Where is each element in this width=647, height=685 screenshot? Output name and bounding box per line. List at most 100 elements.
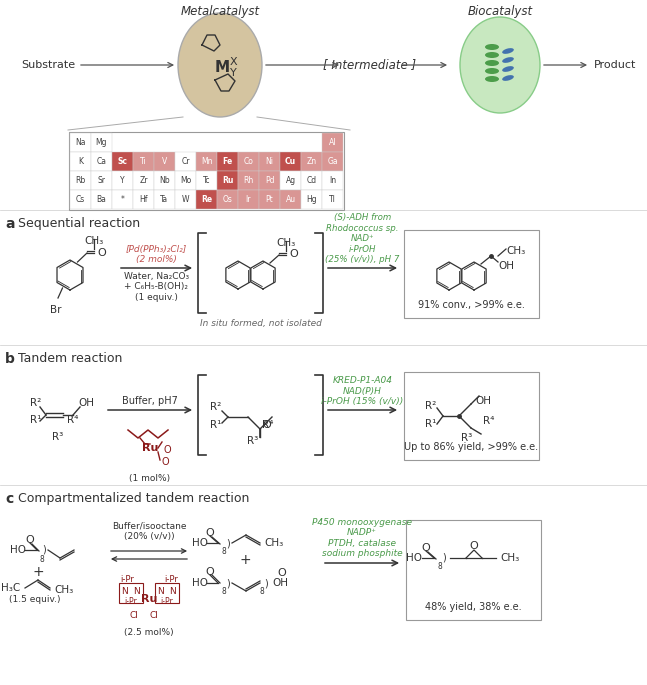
Text: CH₃: CH₃ [54,585,73,595]
Bar [404,372,539,460]
Ellipse shape [485,68,499,74]
Bar [259,171,280,190]
Ellipse shape [485,60,499,66]
Text: R³: R³ [247,436,259,446]
Text: N: N [170,586,177,595]
Text: b: b [5,352,15,366]
Bar [70,190,91,209]
Bar [280,152,301,171]
Text: O: O [470,541,478,551]
Bar [70,152,91,171]
Bar [196,171,217,190]
Bar [196,152,217,171]
Text: 91% conv., >99% e.e.: 91% conv., >99% e.e. [418,300,525,310]
Text: Compartmentalized tandem reaction: Compartmentalized tandem reaction [18,492,249,505]
Text: 8: 8 [260,587,265,596]
Bar [238,190,259,209]
Text: CH₃: CH₃ [276,238,296,248]
Text: ): ) [264,578,268,588]
Text: ): ) [442,553,446,563]
Text: V: V [162,157,167,166]
Text: R²: R² [425,401,437,411]
Text: O: O [206,567,214,577]
Ellipse shape [502,75,514,81]
Ellipse shape [178,13,262,117]
Text: Buffer/isooctane
(20% (v/v)): Buffer/isooctane (20% (v/v)) [112,521,186,541]
Text: Sr: Sr [98,176,105,185]
Bar [91,133,112,152]
Bar [91,152,112,171]
Text: Al: Al [329,138,336,147]
Text: i-Pr: i-Pr [160,597,173,606]
Bar [217,190,238,209]
Bar [175,152,196,171]
Text: O: O [164,445,171,455]
Bar [112,152,133,171]
Text: Fe: Fe [223,157,233,166]
Text: i-Pr: i-Pr [120,575,134,584]
Bar [196,190,217,209]
Text: (S)-ADH from
Rhodococcus sp.
NAD⁺
i-PrOH
(25% (v/v)), pH 7: (S)-ADH from Rhodococcus sp. NAD⁺ i-PrOH… [325,214,400,264]
Text: O: O [278,568,287,578]
Bar [259,190,280,209]
Bar [119,583,143,603]
Text: O: O [26,535,34,545]
Text: Ag: Ag [285,176,296,185]
Text: Up to 86% yield, >99% e.e.: Up to 86% yield, >99% e.e. [404,442,538,452]
Text: K: K [78,157,83,166]
Text: R³: R³ [52,432,63,442]
Text: Zr: Zr [139,176,148,185]
Text: R²: R² [30,398,41,408]
Text: Sc: Sc [118,157,127,166]
Text: OH: OH [78,398,94,408]
Text: Mn: Mn [201,157,212,166]
Bar [112,190,133,209]
Text: O: O [97,248,105,258]
Bar [322,152,343,171]
Text: Hf: Hf [139,195,148,204]
Text: Au: Au [285,195,296,204]
Text: Cl: Cl [149,610,159,619]
Ellipse shape [502,57,514,63]
Text: Buffer, pH7: Buffer, pH7 [122,396,178,406]
Text: In: In [329,176,336,185]
Bar [91,171,112,190]
Text: Br: Br [50,305,61,315]
Text: CH₃: CH₃ [84,236,104,246]
Bar [70,171,91,190]
Text: OH: OH [475,396,491,406]
Text: Ru: Ru [142,443,158,453]
Text: N: N [122,586,128,595]
Bar [155,583,179,603]
Bar [301,190,322,209]
Bar [154,152,175,171]
Bar [404,230,539,318]
Text: P450 monooxygenase
NADP⁺
PTDH, catalase
sodium phosphite: P450 monooxygenase NADP⁺ PTDH, catalase … [312,518,412,558]
Text: R⁴: R⁴ [483,416,495,426]
Text: Mg: Mg [96,138,107,147]
Text: ): ) [42,545,46,555]
Text: N: N [158,586,164,595]
Text: [Pd(PPh₃)₂Cl₂]
(2 mol%): [Pd(PPh₃)₂Cl₂] (2 mol%) [126,245,187,264]
Text: O: O [206,528,214,538]
Text: Pd: Pd [265,176,274,185]
Text: Hg: Hg [306,195,317,204]
Text: [ Intermediate ]: [ Intermediate ] [324,58,417,71]
Text: R¹: R¹ [210,420,222,430]
Text: 8: 8 [39,555,44,564]
Text: Ga: Ga [327,157,338,166]
Bar [322,133,343,152]
Text: Cl: Cl [129,610,138,619]
Text: 8: 8 [222,587,226,596]
Text: c: c [5,492,13,506]
Bar [70,133,91,152]
Bar [280,190,301,209]
Text: Zn: Zn [307,157,316,166]
Text: Ba: Ba [96,195,107,204]
Text: Cr: Cr [181,157,190,166]
Text: Ru: Ru [141,594,157,604]
Text: Y: Y [230,68,236,78]
Text: R⁴: R⁴ [67,415,79,425]
Text: M: M [214,60,230,75]
Text: Cs: Cs [76,195,85,204]
